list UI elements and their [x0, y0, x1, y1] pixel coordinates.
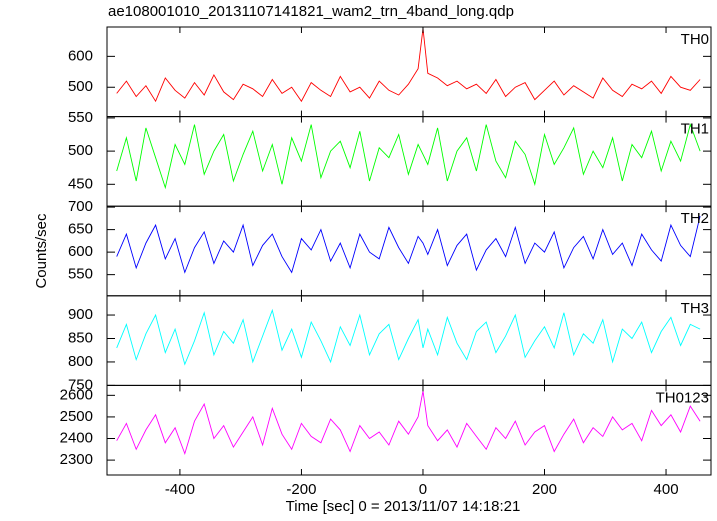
y-tick-label: 2400 [60, 429, 93, 446]
panel-frame [106, 384, 712, 476]
y-tick-label: 450 [68, 175, 93, 192]
panel-label: TH0 [681, 31, 709, 48]
y-tick-label: 750 [68, 376, 93, 393]
light-curve [116, 28, 701, 103]
panel-frame [106, 26, 712, 118]
x-tick-label: -400 [165, 481, 195, 498]
x-tick-label: 400 [654, 481, 679, 498]
y-tick-label: 600 [68, 243, 93, 260]
panel-label: TH1 [681, 121, 709, 138]
x-tick-label: -200 [286, 481, 316, 498]
y-axis-label: Counts/sec [33, 213, 50, 289]
x-axis-label: Time [sec] 0 = 2013/11/07 14:18:21 [286, 498, 521, 515]
y-tick-label: 2600 [60, 386, 93, 403]
y-tick-label: 700 [68, 198, 93, 215]
y-tick-label: 2300 [60, 451, 93, 468]
light-curve [116, 123, 701, 190]
x-tick-label: 200 [532, 481, 557, 498]
y-tick-label: 550 [68, 109, 93, 126]
panel-label: TH0123 [656, 389, 709, 406]
y-tick-label: 550 [68, 266, 93, 283]
panel-frame [106, 116, 712, 207]
panel-frame [106, 205, 712, 297]
panel-label: TH3 [681, 300, 709, 317]
light-curve [116, 215, 701, 274]
y-tick-label: 850 [68, 329, 93, 346]
y-tick-label: 800 [68, 353, 93, 370]
y-tick-label: 2500 [60, 408, 93, 425]
light-curve [116, 308, 701, 366]
light-curve [116, 390, 701, 456]
y-tick-label: 600 [68, 47, 93, 64]
panel-frame [106, 295, 712, 386]
y-tick-label: 650 [68, 221, 93, 238]
chart-title: ae108001010_20131107141821_wam2_trn_4ban… [108, 3, 514, 20]
y-tick-label: 900 [68, 306, 93, 323]
y-tick-label: 500 [68, 142, 93, 159]
y-tick-label: 500 [68, 78, 93, 95]
x-tick-label: 0 [419, 481, 427, 498]
panel-label: TH2 [681, 210, 709, 227]
